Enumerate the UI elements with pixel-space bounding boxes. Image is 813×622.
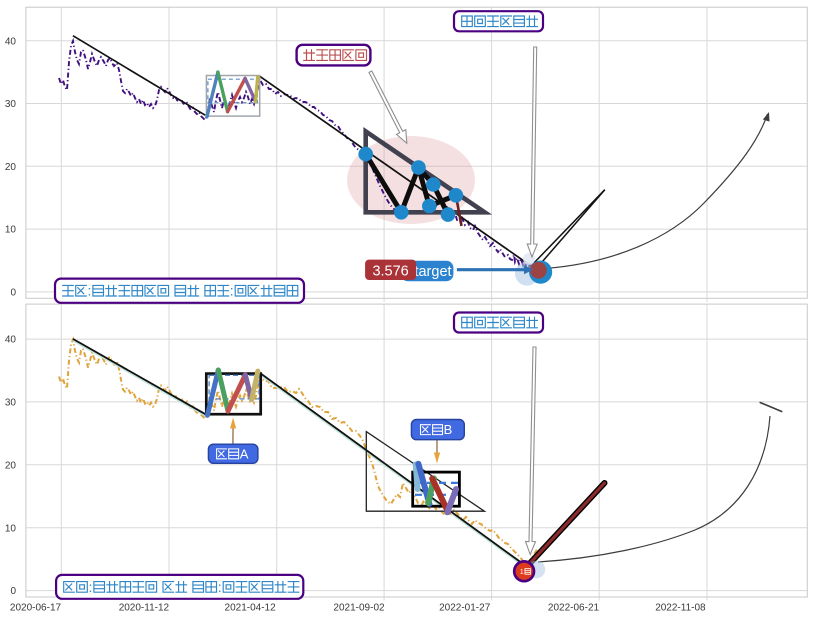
svg-text::: : <box>230 283 234 299</box>
svg-text:2022-06-21: 2022-06-21 <box>548 603 600 614</box>
svg-text:20: 20 <box>5 460 17 471</box>
svg-text:40: 40 <box>5 36 17 47</box>
svg-text:3.576: 3.576 <box>372 263 408 279</box>
svg-text:target: target <box>414 264 451 280</box>
svg-text:10: 10 <box>5 523 17 534</box>
svg-text:0: 0 <box>10 586 16 597</box>
svg-text:1: 1 <box>520 567 524 576</box>
svg-text:B: B <box>444 422 453 437</box>
svg-text:2021-04-12: 2021-04-12 <box>225 603 277 614</box>
svg-text:2022-01-27: 2022-01-27 <box>439 603 491 614</box>
svg-text:A: A <box>240 446 249 461</box>
svg-text:20: 20 <box>5 162 17 173</box>
svg-text::: : <box>88 283 92 299</box>
svg-text::: : <box>218 579 222 595</box>
svg-text:2022-11-08: 2022-11-08 <box>655 603 706 614</box>
svg-text:40: 40 <box>5 335 17 346</box>
svg-text:2020-06-17: 2020-06-17 <box>10 603 62 614</box>
svg-text:30: 30 <box>5 99 17 110</box>
svg-text:2020-11-12: 2020-11-12 <box>119 603 170 614</box>
svg-text:2021-09-02: 2021-09-02 <box>333 603 385 614</box>
svg-text:30: 30 <box>5 398 17 409</box>
svg-text::: : <box>89 579 93 595</box>
svg-text:10: 10 <box>5 225 17 236</box>
svg-text:0: 0 <box>10 288 16 299</box>
